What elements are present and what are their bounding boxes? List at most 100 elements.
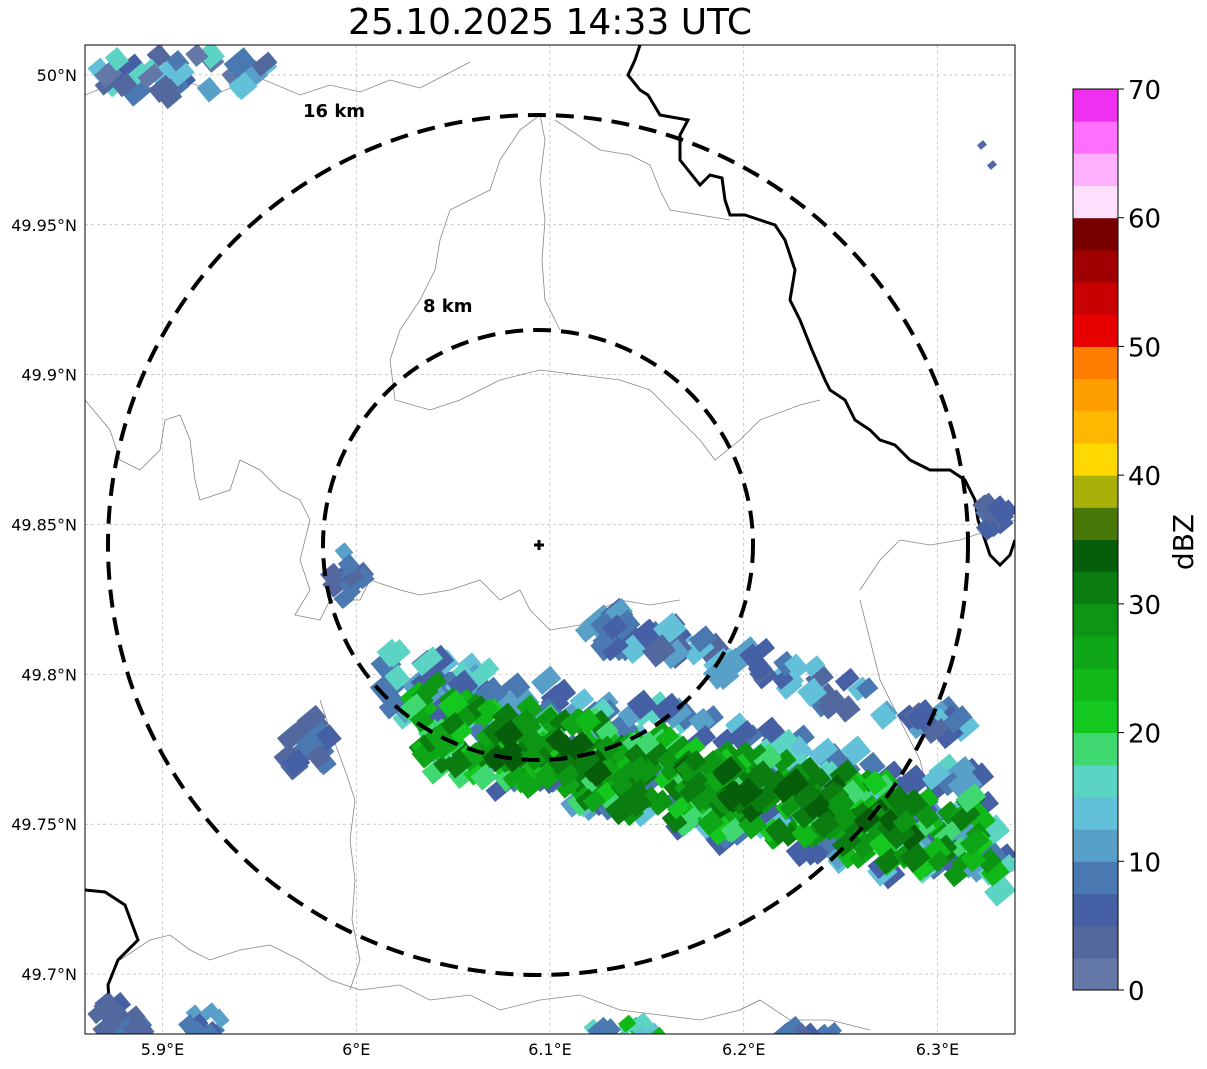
colorbar-segment (1073, 764, 1118, 798)
echo-cell (343, 568, 364, 588)
echo-cell (716, 780, 749, 812)
echo-cell (595, 720, 619, 743)
ring-label-8km: 8 km (423, 296, 473, 317)
echo-cell (725, 712, 751, 738)
echo-cell (771, 1021, 798, 1034)
echo-cell (756, 716, 783, 743)
echo-cell (739, 643, 764, 668)
echo-cell (797, 677, 827, 708)
echo-cell (943, 705, 973, 734)
colorbar-segment (1073, 571, 1118, 605)
colorbar-segment (1073, 893, 1118, 927)
echo-cell (791, 1022, 811, 1034)
colorbar-label: dBZ (1167, 514, 1200, 570)
echo-cell (779, 797, 800, 818)
echo-cell (185, 45, 209, 67)
echo-cell (656, 749, 678, 770)
echo-cell (897, 823, 926, 851)
latitude-tick-labels: 50°N 49.95°N 49.9°N 49.85°N 49.8°N 49.75°N 49.… (11, 66, 77, 984)
echo-cell (948, 816, 980, 847)
echo-cell (87, 998, 115, 1025)
echo-cell (590, 611, 616, 636)
lon-tick-label: 6.1°E (528, 1040, 572, 1059)
echo-cell (679, 777, 707, 804)
colorbar-tick-label: 30 (1128, 591, 1161, 621)
echo-cell (980, 858, 1010, 887)
echo-cell (688, 707, 716, 735)
echo-cell (381, 639, 411, 668)
colorbar-segment (1073, 507, 1118, 540)
echo-cell (574, 708, 601, 735)
echo-cell (320, 562, 344, 586)
colorbar-segment (1073, 121, 1118, 154)
echo-cell (502, 765, 527, 789)
echo-cell (777, 823, 802, 847)
colorbar-segment (1073, 957, 1118, 991)
colorbar-segment (1073, 89, 1118, 122)
colorbar-segment (1073, 153, 1118, 187)
colorbar-segment (1073, 796, 1118, 830)
echo-cell (411, 646, 444, 677)
lat-tick-label: 49.95°N (11, 216, 77, 235)
echo-cell (816, 689, 848, 720)
lon-tick-label: 6.2°E (722, 1040, 766, 1059)
echo-cell (198, 1023, 222, 1034)
echo-cell (858, 751, 886, 779)
lat-tick-label: 49.8°N (21, 665, 77, 684)
echo-cell (448, 720, 473, 744)
echo-cell (811, 809, 841, 839)
echo-cell (950, 801, 981, 831)
echo-cell (306, 744, 331, 769)
colorbar-tick-labels: 0 10 20 30 40 50 60 70 (1118, 76, 1161, 1007)
ring-label-16km: 16 km (303, 101, 365, 122)
colorbar-segment (1073, 346, 1118, 380)
colorbar-segment (1073, 314, 1118, 347)
colorbar-segment (1073, 410, 1118, 444)
radar-reflectivity (87, 45, 1015, 1034)
echo-cell (808, 737, 839, 767)
echo-cell (641, 634, 676, 668)
lat-tick-label: 50°N (37, 66, 77, 85)
echo-cell (333, 585, 358, 609)
colorbar-segment (1073, 539, 1118, 573)
colorbar-tick-label: 0 (1128, 977, 1145, 1007)
echo-cell (587, 763, 613, 788)
longitude-tick-labels: 5.9°E 6°E 6.1°E 6.2°E 6.3°E (141, 1040, 960, 1059)
echo-cell (922, 718, 950, 744)
colorbar-frame (1072, 88, 1119, 991)
echo-cell (601, 614, 628, 640)
colorbar-segment (1073, 185, 1118, 219)
colorbar-segment (1073, 217, 1118, 251)
echo-cell (703, 660, 733, 690)
colorbar-segment (1073, 249, 1118, 283)
echo-cell (747, 656, 773, 682)
echo-cell (625, 756, 653, 783)
echo-cell (210, 1008, 230, 1029)
echo-cell (667, 797, 691, 820)
echo-cell (582, 789, 606, 813)
echo-cell (711, 756, 743, 786)
echo-cell (985, 495, 1010, 519)
echo-cell (521, 730, 548, 756)
echo-cell (582, 757, 608, 783)
colorbar-segment (1073, 668, 1118, 701)
echo-cell (564, 731, 595, 761)
echo-cell (128, 62, 152, 86)
echo-cell (617, 1014, 637, 1033)
echo-cell (768, 728, 799, 757)
echo-cell (791, 821, 819, 849)
echo-cell (959, 827, 989, 857)
echo-cell (124, 1017, 155, 1034)
lon-tick-label: 6°E (342, 1040, 370, 1059)
lat-tick-label: 49.75°N (11, 815, 77, 834)
echo-cell (437, 689, 469, 720)
echo-cell (531, 665, 562, 695)
echo-cell (712, 728, 738, 754)
echo-cell (516, 694, 543, 722)
echo-cell (569, 688, 595, 713)
echo-cell (440, 712, 465, 736)
echo-cell (955, 783, 987, 813)
echo-cell (947, 767, 983, 803)
echo-cell (824, 1022, 843, 1034)
